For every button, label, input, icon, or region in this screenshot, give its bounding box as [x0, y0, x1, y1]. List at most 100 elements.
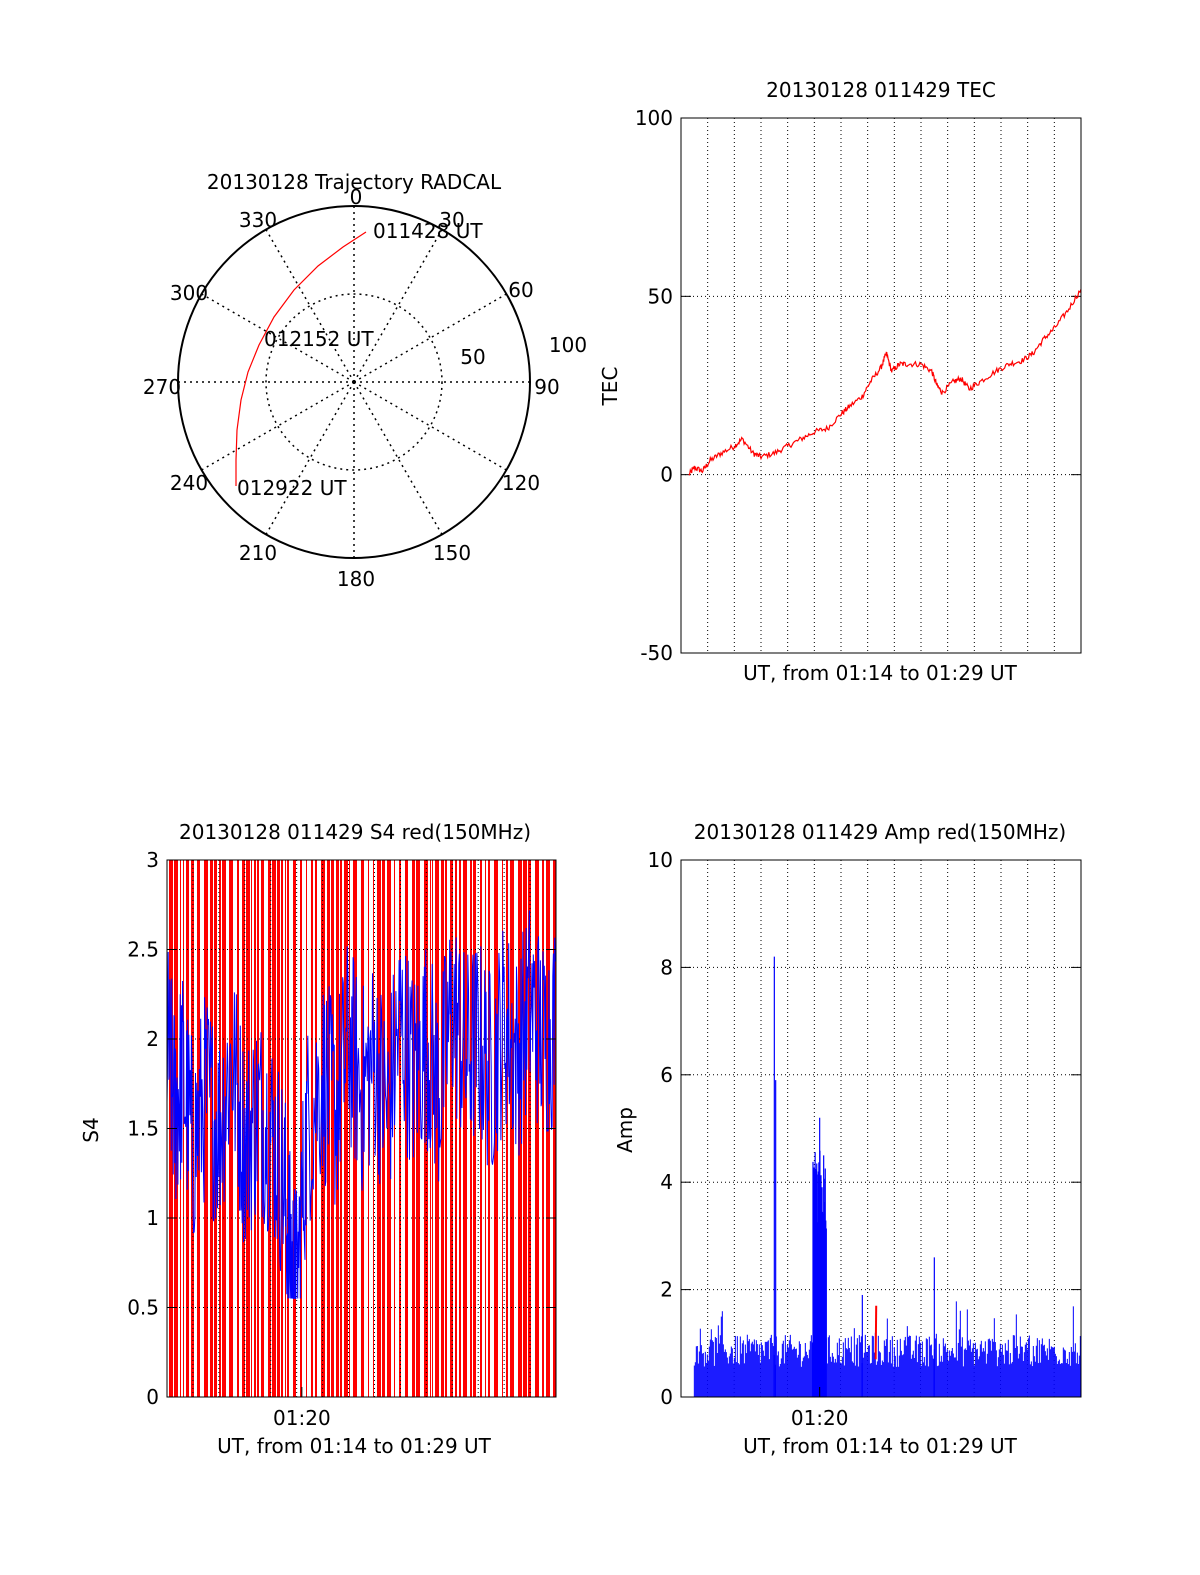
s4-ytick-label: 2	[146, 1027, 159, 1051]
amp-ytick-label: 8	[660, 955, 673, 979]
tec-line	[688, 288, 1082, 476]
s4-red-spike	[340, 860, 342, 1397]
amp-ytick-label: 0	[660, 1385, 673, 1409]
s4-red-spike	[331, 860, 334, 1397]
amp-red-series	[874, 1305, 878, 1360]
s4-red-spike	[204, 860, 208, 1397]
polar-spoke-120	[353, 381, 507, 471]
tec-ytick-label: -50	[640, 641, 673, 665]
s4-ytick-label: 3	[146, 848, 159, 872]
azimuth-label-60: 60	[508, 278, 533, 302]
s4-red-spike	[293, 860, 296, 1397]
s4-red-spike	[488, 860, 490, 1397]
polar-grid-circle-50	[265, 293, 443, 471]
s4-red-spike	[394, 860, 395, 1397]
tec-series	[688, 288, 1082, 476]
amp-blue-series	[693, 956, 1081, 1397]
s4-red-spike	[344, 860, 348, 1397]
trajectory-panel: 20130128 Trajectory RADCAL 0 30 60 90 120 150…	[143, 170, 587, 591]
amp-x-label: UT, from 01:14 to 01:29 UT	[743, 1434, 1018, 1458]
polar-spoke-30	[353, 229, 443, 383]
polar-labels: 0 30 60 90 120 150 180 210 240 270 300 330 50 100	[143, 185, 587, 591]
azimuth-label-180: 180	[337, 567, 375, 591]
s4-plot-frame	[166, 859, 557, 1398]
azimuth-label-210: 210	[239, 541, 277, 565]
trajectory-annotations: 011428 UT 012152 UT 012922 UT	[237, 219, 483, 500]
s4-red-spike	[373, 860, 374, 1397]
s4-ytick-label: 1	[146, 1206, 159, 1230]
s4-red-spike	[502, 860, 503, 1397]
tec-plot-frame	[680, 117, 1082, 654]
azimuth-label-330: 330	[239, 208, 277, 232]
annotation-end: 012922 UT	[237, 476, 347, 500]
azimuth-label-0: 0	[350, 185, 363, 209]
tec-grid	[681, 118, 1081, 653]
s4-red-spike	[441, 860, 444, 1397]
s4-red-spike	[523, 860, 527, 1397]
amp-ytick-label: 4	[660, 1170, 673, 1194]
annotation-start: 011428 UT	[373, 219, 483, 243]
trajectory-title: 20130128 Trajectory RADCAL	[207, 170, 502, 194]
s4-blue-line	[166, 910, 556, 1299]
trajectory-series	[235, 231, 367, 486]
s4-y-label: S4	[79, 1117, 103, 1142]
s4-red-spike	[528, 860, 531, 1397]
tec-y-label: TEC	[598, 367, 622, 407]
tec-panel: 20130128 011429 TEC -50 0 50 100 TEC UT, fr…	[598, 78, 1082, 685]
amp-title: 20130128 011429 Amp red(150MHz)	[694, 820, 1066, 844]
s4-red-spike	[349, 860, 350, 1397]
amp-ytick-label: 10	[648, 848, 673, 872]
azimuth-label-240: 240	[170, 471, 208, 495]
s4-red-spike	[387, 860, 391, 1397]
s4-red-spike	[473, 860, 476, 1397]
s4-red-spike	[405, 860, 408, 1397]
tec-y-ticks: -50 0 50 100	[635, 106, 1081, 665]
s4-red-spike	[368, 860, 369, 1397]
azimuth-label-90: 90	[534, 375, 559, 399]
amp-y-label: Amp	[613, 1107, 637, 1153]
polar-spoke-210	[265, 381, 355, 535]
trajectory-line	[235, 231, 367, 486]
s4-red-spike	[300, 860, 302, 1397]
tec-x-label: UT, from 01:14 to 01:29 UT	[743, 661, 1018, 685]
polar-grid	[177, 205, 531, 559]
s4-title: 20130128 011429 S4 red(150MHz)	[179, 820, 531, 844]
azimuth-label-150: 150	[433, 541, 471, 565]
annotation-mid: 012152 UT	[264, 327, 374, 351]
s4-x-label: UT, from 01:14 to 01:29 UT	[217, 1434, 492, 1458]
tec-ytick-label: 0	[660, 463, 673, 487]
s4-red-spike	[463, 860, 467, 1397]
azimuth-label-270: 270	[143, 375, 181, 399]
azimuth-label-300: 300	[170, 281, 208, 305]
s4-red-spike	[432, 860, 433, 1397]
radius-label-50: 50	[460, 345, 485, 369]
tec-ytick-label: 100	[635, 106, 673, 130]
s4-panel: 20130128 011429 S4 red(150MHz) 0 0.5 1 1.5 2…	[79, 820, 557, 1458]
s4-ytick-label: 0	[146, 1385, 159, 1409]
amp-ytick-label: 2	[660, 1278, 673, 1302]
amp-red-mark	[874, 1305, 878, 1360]
azimuth-label-30: 30	[439, 208, 464, 232]
azimuth-label-120: 120	[502, 471, 540, 495]
s4-red-spike	[535, 860, 539, 1397]
s4-red-spike	[435, 860, 439, 1397]
s4-red-spike	[480, 860, 482, 1397]
s4-blue-series	[166, 910, 556, 1299]
amp-ytick-label: 6	[660, 1063, 673, 1087]
s4-red-spike	[445, 860, 447, 1397]
tec-ytick-label: 50	[648, 284, 673, 308]
amp-plot-frame	[680, 859, 1082, 1398]
s4-red-spike	[485, 860, 486, 1397]
amp-panel: 20130128 011429 Amp red(150MHz) 02468100…	[613, 820, 1082, 1458]
s4-ytick-label: 0.5	[127, 1296, 159, 1320]
amp-grid	[681, 860, 1081, 1397]
s4-ticks: 0 0.5 1 1.5 2 2.5 3 01:20	[127, 848, 556, 1430]
radius-label-100: 100	[549, 333, 587, 357]
s4-ytick-label: 2.5	[127, 938, 159, 962]
tec-title: 20130128 011429 TEC	[766, 78, 996, 102]
s4-ytick-label: 1.5	[127, 1117, 159, 1141]
amp-xtick-label: 01:20	[791, 1406, 849, 1430]
s4-xtick-label: 01:20	[273, 1406, 331, 1430]
amp-ticks: 0 2 4 6 8 10 01:20	[648, 848, 1081, 1430]
